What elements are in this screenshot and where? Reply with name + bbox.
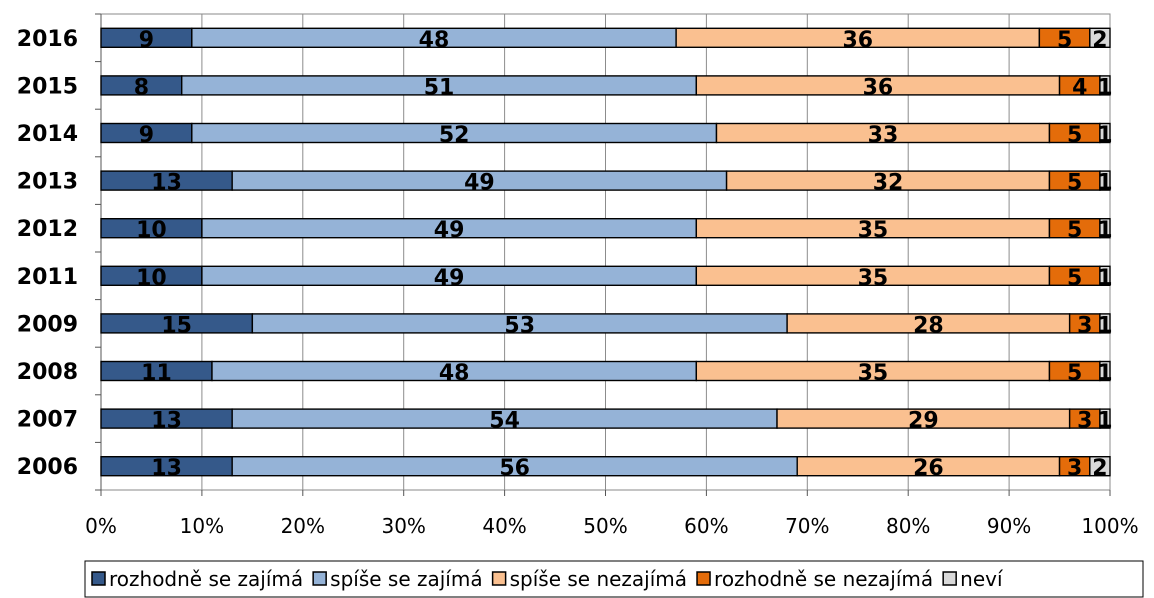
x-tick-label: 30%: [381, 514, 425, 538]
category-label: 2007: [17, 408, 78, 433]
bar-segment: [1099, 75, 1111, 96]
data-label: 36: [863, 75, 894, 100]
data-label: 35: [858, 218, 889, 243]
data-label: 4: [1072, 75, 1087, 100]
x-tick-label: 10%: [180, 514, 224, 538]
legend-swatch: [312, 571, 327, 586]
data-label: 1: [1097, 123, 1112, 148]
bar-segment: [1099, 122, 1111, 144]
bar-segment: [1099, 313, 1111, 334]
bar-segment: [1089, 27, 1111, 48]
data-label: 1: [1097, 75, 1112, 100]
x-tick-label: 90%: [987, 514, 1031, 538]
data-label: 56: [499, 456, 530, 481]
data-label: 35: [858, 361, 889, 386]
bar-segment: [1099, 360, 1111, 382]
legend-label: spíše se zajímá: [330, 567, 482, 591]
data-label: 8: [134, 75, 149, 100]
legend-label: rozhodně se zajímá: [109, 567, 303, 591]
data-label: 49: [434, 266, 465, 291]
x-tick-label: 40%: [482, 514, 526, 538]
category-label: 2015: [17, 74, 78, 99]
legend-swatch: [942, 571, 957, 586]
legend-swatch: [696, 571, 711, 586]
legend: rozhodně se zajímá spíše se zajímá spíše s…: [84, 560, 1144, 598]
bar-segment: [1089, 456, 1111, 477]
data-label: 5: [1067, 123, 1082, 148]
data-label: 53: [504, 313, 535, 338]
data-label: 5: [1067, 266, 1082, 291]
category-labels: 2016 2015 2014 2013 2012 2011 2009 2008 2007 2006: [17, 27, 78, 480]
data-label: 52: [439, 123, 470, 148]
data-label: 3: [1077, 409, 1092, 434]
category-label: 2013: [17, 170, 78, 195]
category-label: 2008: [17, 360, 78, 385]
data-label: 26: [913, 456, 944, 481]
data-label: 48: [419, 28, 450, 53]
data-label: 13: [151, 409, 182, 434]
data-label: 13: [151, 456, 182, 481]
data-labels: 9 48 36 5 28 51 36 4 19 52 33 5 113 49 32 5 110 49 35 5 110 4…: [134, 28, 1113, 481]
data-label: 10: [136, 218, 167, 243]
data-label: 48: [439, 361, 470, 386]
legend-swatch: [91, 571, 106, 586]
x-tick-label: 80%: [886, 514, 930, 538]
data-label: 3: [1067, 456, 1082, 481]
data-label: 1: [1097, 313, 1112, 338]
bar-segment: [1099, 408, 1111, 429]
category-label: 2014: [17, 122, 78, 147]
x-tick-label: 20%: [281, 514, 325, 538]
bar-segment: [1099, 170, 1111, 191]
category-label: 2016: [17, 27, 78, 52]
legend-label: spíše se nezajímá: [510, 567, 687, 591]
data-label: 15: [161, 313, 192, 338]
data-label: 13: [151, 171, 182, 196]
x-tick-label: 60%: [684, 514, 728, 538]
data-label: 9: [139, 123, 154, 148]
data-label: 28: [913, 313, 944, 338]
bar-segment: [1099, 265, 1111, 286]
data-label: 9: [139, 28, 154, 53]
data-label: 32: [873, 171, 904, 196]
bar-segment: [1099, 217, 1111, 239]
legend-label: neví: [960, 567, 1004, 591]
data-label: 5: [1067, 218, 1082, 243]
category-label: 2012: [17, 217, 78, 242]
data-label: 49: [434, 218, 465, 243]
x-tick-label: 70%: [785, 514, 829, 538]
x-tick-label: 0%: [85, 514, 117, 538]
legend-box: [84, 560, 1144, 598]
data-label: 1: [1097, 409, 1112, 434]
data-label: 10: [136, 266, 167, 291]
data-label: 49: [464, 171, 495, 196]
x-tick-label: 50%: [583, 514, 627, 538]
data-label: 29: [908, 409, 939, 434]
data-label: 36: [842, 28, 873, 53]
category-label: 2011: [17, 265, 78, 290]
data-label: 51: [424, 75, 455, 100]
data-label: 1: [1097, 218, 1112, 243]
data-label: 1: [1097, 266, 1112, 291]
data-label: 35: [858, 266, 889, 291]
data-label: 5: [1057, 28, 1072, 53]
data-label: 11: [141, 361, 172, 386]
x-tick-label: 100%: [1081, 514, 1138, 538]
data-label: 54: [489, 409, 520, 434]
data-label: 1: [1097, 171, 1112, 196]
data-label: 5: [1067, 171, 1082, 196]
data-label: 2: [1092, 28, 1107, 53]
data-label: 1: [1097, 361, 1112, 386]
data-label: 33: [868, 123, 899, 148]
data-label: 2: [1092, 456, 1107, 481]
category-label: 2006: [17, 455, 78, 480]
data-label: 3: [1077, 313, 1092, 338]
data-label: 5: [1067, 361, 1082, 386]
bars: [100, 27, 1111, 477]
legend-label: rozhodně se nezajímá: [714, 567, 933, 591]
x-tick-labels: 0% 10% 20% 30% 40% 50% 60% 70% 80% 90% 100%: [85, 514, 1138, 538]
legend-swatch: [491, 571, 507, 586]
category-label: 2009: [17, 312, 78, 337]
